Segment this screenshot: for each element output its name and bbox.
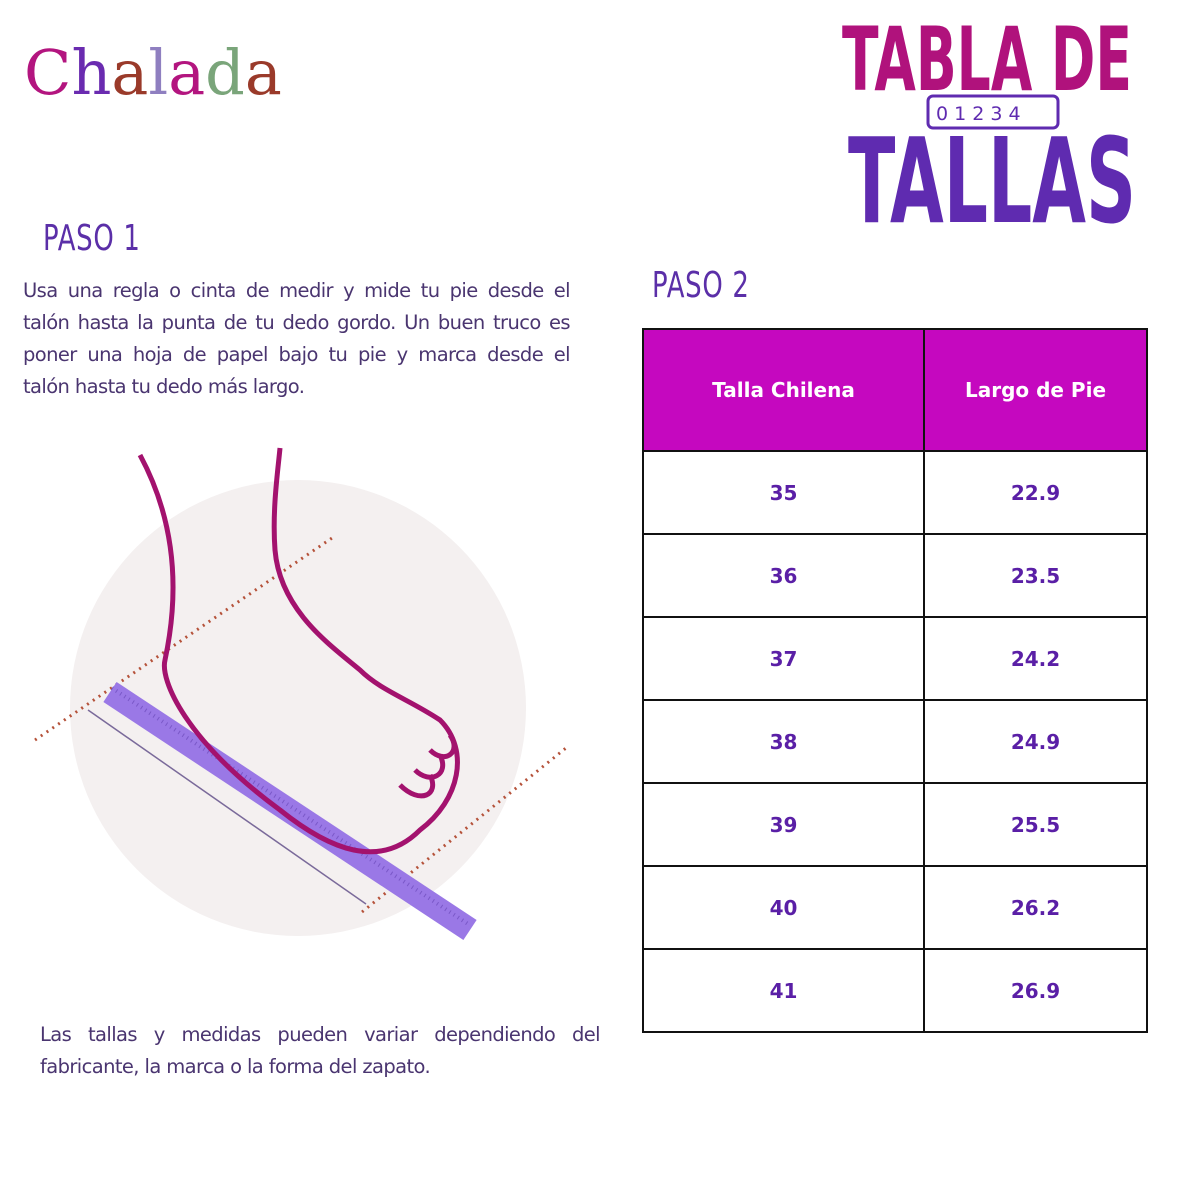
step2-heading: PASO 2 [652,265,750,306]
foot-measure-illustration [34,447,567,941]
size-cell: 40 [642,865,925,950]
size-cell: 37 [642,616,925,701]
toes-icon [398,733,457,799]
table-row: 38 24.9 [642,699,1148,784]
size-cell: 35 [642,450,925,535]
text-line: poner una hoja de papel bajo tu pie y ma… [23,343,571,366]
header-talla-chilena: Talla Chilena [642,328,925,452]
text-line: Usa una regla o cinta de medir y mide tu… [23,279,571,302]
table-row: 39 25.5 [642,782,1148,867]
title-line2: TALLAS [848,112,1136,228]
table-row: 36 23.5 [642,533,1148,618]
background-circle [70,480,526,936]
size-cell: 39 [642,782,925,867]
ruler-icon: 0 1 2 3 4 [926,94,1060,130]
foot-length-cell: 26.9 [923,948,1148,1033]
text-line: talón hasta tu dedo más largo. [23,375,305,398]
foot-length-cell: 26.2 [923,865,1148,950]
chalada-logo: Chalada [24,36,282,109]
text-line: Las tallas y medidas pueden variar depen… [40,1023,601,1046]
size-table: Talla Chilena Largo de Pie 35 22.9 36 23.5 3… [642,328,1148,1033]
disclaimer-note: Las tallas y medidas pueden variar depen… [40,1019,601,1083]
measure-arrow [87,709,367,905]
text-line: talón hasta la punta de tu dedo gordo. U… [23,311,571,334]
ruler-icon [103,681,477,941]
foot-length-cell: 23.5 [923,533,1148,618]
svg-text:0 1 2 3 4: 0 1 2 3 4 [936,103,1021,125]
step1-heading: PASO 1 [43,218,141,259]
tabla-de-tallas-title: TABLA DE 0 1 2 3 4 TALLAS [842,18,1136,228]
table-row: 40 26.2 [642,865,1148,950]
foot-outline-icon [137,447,460,855]
foot-length-cell: 22.9 [923,450,1148,535]
size-cell: 38 [642,699,925,784]
foot-length-cell: 24.9 [923,699,1148,784]
table-row: 41 26.9 [642,948,1148,1033]
table-header-row: Talla Chilena Largo de Pie [642,328,1148,452]
table-row: 35 22.9 [642,450,1148,535]
svg-text:Chalada: Chalada [24,36,282,109]
size-cell: 36 [642,533,925,618]
step1-instructions: Usa una regla o cinta de medir y mide tu… [23,275,571,403]
table-row: 37 24.2 [642,616,1148,701]
header-largo-de-pie: Largo de Pie [923,328,1148,452]
size-cell: 41 [642,948,925,1033]
foot-length-cell: 25.5 [923,782,1148,867]
foot-length-cell: 24.2 [923,616,1148,701]
text-line: fabricante, la marca o la forma del zapa… [40,1055,431,1078]
